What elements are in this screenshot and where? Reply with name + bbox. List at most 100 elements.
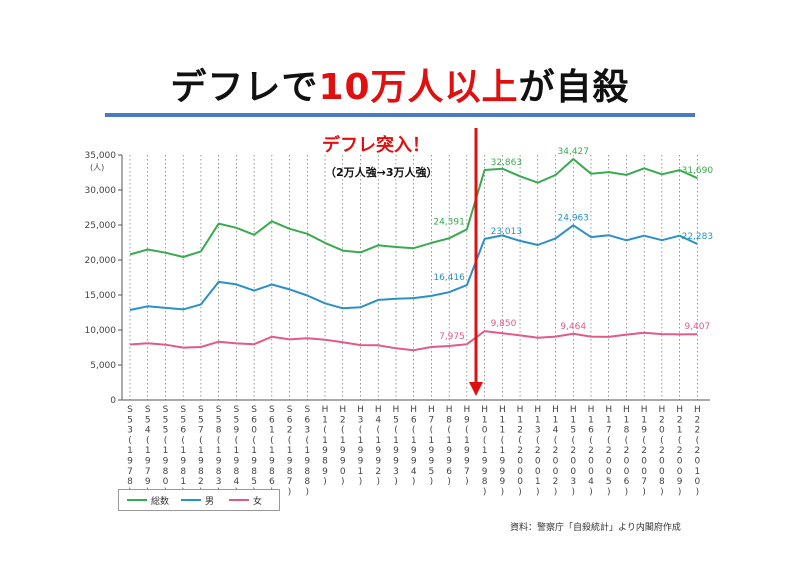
- x-tick-char: 9: [358, 446, 364, 456]
- x-tick-char: (: [376, 426, 380, 436]
- x-tick-char: 1: [446, 436, 452, 446]
- x-tick-char: H: [339, 405, 346, 415]
- x-tick-char: 7: [606, 426, 612, 436]
- x-tick-char: H: [588, 405, 595, 415]
- x-tick-char: 9: [375, 457, 381, 467]
- x-tick-char: 0: [535, 457, 541, 467]
- x-tick-char: 6: [251, 415, 257, 425]
- data-label-total: 24,391: [433, 217, 465, 227]
- x-tick-char: H: [676, 405, 683, 415]
- data-label-female: 9,850: [491, 319, 517, 329]
- x-tick-char: 6: [304, 415, 310, 425]
- x-tick-char: 8: [127, 477, 133, 487]
- x-tick-char: 2: [570, 446, 576, 456]
- x-tick-char: H: [694, 405, 701, 415]
- x-tick-char: 1: [163, 446, 169, 456]
- x-tick-char: 1: [322, 415, 328, 425]
- x-tick-char: 1: [499, 446, 505, 456]
- x-tick-char: 1: [358, 436, 364, 446]
- slide-title: デフレで10万人以上が自殺: [0, 58, 800, 110]
- x-tick-char: 9: [411, 457, 417, 467]
- x-tick-char: 0: [677, 467, 683, 477]
- x-tick-char: 7: [127, 467, 133, 477]
- x-tick-char: (: [447, 426, 451, 436]
- series-line-total: [129, 158, 698, 258]
- x-tick-char: 1: [677, 426, 683, 436]
- x-tick-char: 9: [340, 457, 346, 467]
- x-tick-char: (: [217, 436, 221, 446]
- x-tick-char: 1: [180, 477, 186, 487]
- x-tick-char: 1: [535, 415, 541, 425]
- x-tick-char: S: [145, 405, 151, 415]
- x-tick-char: 7: [429, 415, 435, 425]
- data-label-total: 31,690: [682, 166, 714, 176]
- x-tick-char: 6: [446, 467, 452, 477]
- x-tick-char: 5: [216, 415, 222, 425]
- x-tick-char: 9: [234, 426, 240, 436]
- x-tick-char: 9: [482, 467, 488, 477]
- x-tick-char: 4: [553, 426, 559, 436]
- x-tick-char: ): [625, 487, 629, 497]
- x-tick-char: S: [234, 405, 240, 415]
- x-tick-char: H: [499, 405, 506, 415]
- x-tick-char: 1: [464, 436, 470, 446]
- x-tick-char: 0: [659, 426, 665, 436]
- x-tick-char: 1: [145, 446, 151, 456]
- x-tick-char: 1: [606, 415, 612, 425]
- x-tick-char: 9: [677, 477, 683, 487]
- legend-item-female: 女: [229, 490, 262, 510]
- x-tick-char: 9: [446, 446, 452, 456]
- x-tick-char: 3: [216, 477, 222, 487]
- x-tick-char: 1: [588, 415, 594, 425]
- x-tick-char: (: [536, 436, 540, 446]
- x-tick-char: S: [216, 405, 222, 415]
- x-tick-char: 0: [659, 457, 665, 467]
- x-tick-char: 1: [482, 415, 488, 425]
- x-tick-char: 2: [535, 446, 541, 456]
- x-tick-char: (: [483, 436, 487, 446]
- x-tick-char: 7: [145, 467, 151, 477]
- x-tick-char: 2: [553, 477, 559, 487]
- x-tick-char: 0: [553, 467, 559, 477]
- x-tick-char: (: [270, 436, 274, 446]
- x-tick-char: 9: [358, 457, 364, 467]
- data-label-male: 24,963: [558, 213, 590, 223]
- x-tick-char: 0: [624, 457, 630, 467]
- x-tick-char: 3: [570, 477, 576, 487]
- x-tick-char: 1: [694, 467, 700, 477]
- x-tick-char: 9: [499, 457, 505, 467]
- x-tick-char: ): [306, 487, 310, 497]
- x-tick-char: 3: [304, 426, 310, 436]
- x-tick-char: 9: [127, 457, 133, 467]
- data-label-total: 34,427: [558, 147, 590, 157]
- x-tick-char: 0: [606, 457, 612, 467]
- x-tick-char: 9: [304, 457, 310, 467]
- x-tick-char: 0: [251, 426, 257, 436]
- x-tick-char: H: [659, 405, 666, 415]
- x-tick-char: (: [128, 436, 132, 446]
- x-tick-char: 2: [606, 446, 612, 456]
- x-tick-char: 1: [340, 436, 346, 446]
- x-tick-char: 0: [517, 467, 523, 477]
- title-post: が自殺: [518, 67, 630, 108]
- y-tick-label: 20,000: [85, 256, 117, 266]
- x-tick-char: 9: [499, 467, 505, 477]
- x-tick-char: 0: [641, 457, 647, 467]
- x-tick-char: ): [518, 487, 522, 497]
- x-tick-char: 9: [375, 446, 381, 456]
- x-tick-char: H: [517, 405, 524, 415]
- y-tick-label: 30,000: [85, 186, 117, 196]
- x-tick-char: H: [375, 405, 382, 415]
- x-tick-char: 2: [641, 446, 647, 456]
- x-tick-char: 1: [198, 446, 204, 456]
- x-tick-char: 9: [499, 477, 505, 487]
- x-tick-char: ): [589, 487, 593, 497]
